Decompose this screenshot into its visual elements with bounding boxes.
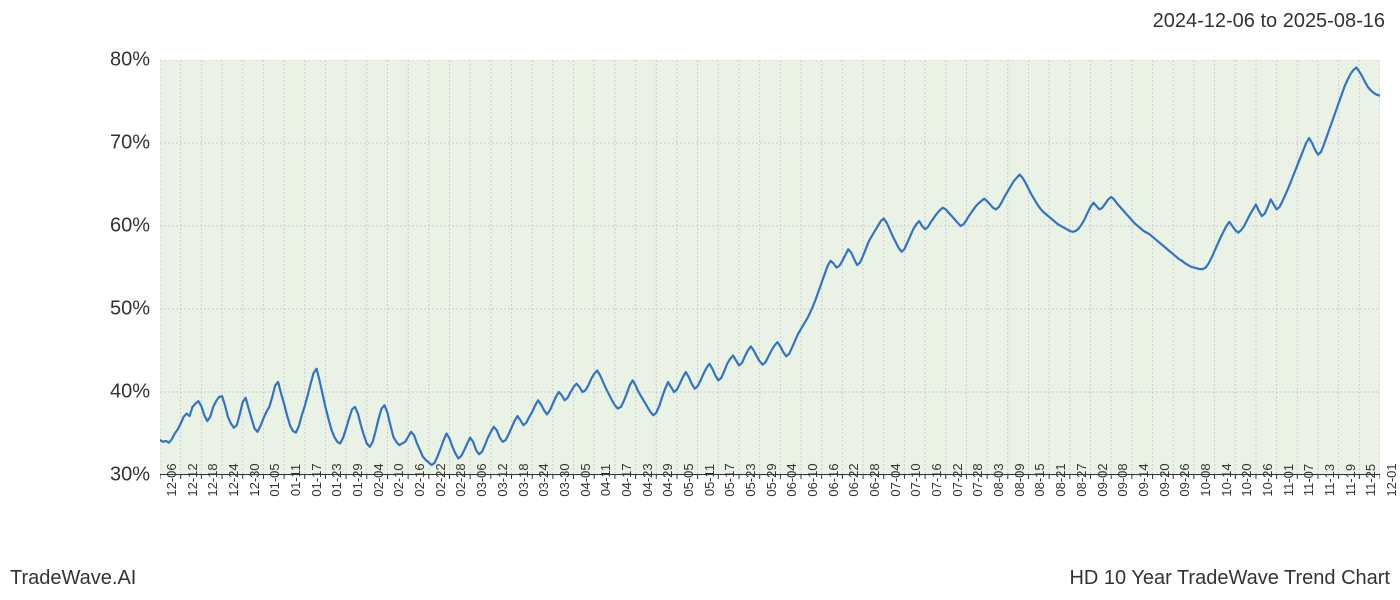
- x-tick-label: 04-29: [660, 463, 675, 496]
- footer-title: HD 10 Year TradeWave Trend Chart: [1069, 567, 1390, 590]
- x-tick-label: 01-11: [288, 464, 303, 496]
- x-tick-label: 12-30: [247, 463, 262, 496]
- x-tick-label: 08-21: [1053, 463, 1068, 496]
- x-tick-label: 06-28: [867, 463, 882, 496]
- x-tick-label: 04-17: [619, 463, 634, 496]
- x-tick-label: 02-10: [391, 463, 406, 496]
- x-tick-label: 01-05: [267, 463, 282, 496]
- x-tick-label: 09-20: [1157, 463, 1172, 496]
- x-tick-label: 10-08: [1198, 463, 1213, 496]
- x-tick-label: 02-28: [453, 463, 468, 496]
- x-tick-label: 05-05: [681, 463, 696, 496]
- date-range-label: 2024-12-06 to 2025-08-16: [1153, 10, 1385, 33]
- x-tick-label: 06-22: [846, 463, 861, 496]
- y-tick-label: 80%: [110, 49, 150, 72]
- x-tick-label: 07-16: [929, 463, 944, 496]
- x-tick-label: 03-24: [536, 463, 551, 496]
- x-tick-label: 08-09: [1012, 463, 1027, 496]
- x-tick-label: 12-01: [1384, 463, 1399, 496]
- x-tick-label: 01-29: [350, 463, 365, 496]
- x-tick-label: 03-12: [495, 463, 510, 496]
- footer-brand: TradeWave.AI: [10, 567, 136, 590]
- x-tick-label: 08-03: [991, 463, 1006, 496]
- x-tick-label: 05-23: [743, 463, 758, 496]
- x-tick-label: 10-14: [1219, 463, 1234, 496]
- x-tick-label: 10-26: [1260, 463, 1275, 496]
- x-tick-label: 12-12: [185, 463, 200, 496]
- x-tick-label: 10-20: [1239, 463, 1254, 496]
- y-tick-label: 40%: [110, 381, 150, 404]
- x-tick-label: 02-04: [371, 463, 386, 496]
- trend-chart: [160, 60, 1380, 475]
- x-tick-label: 09-02: [1095, 463, 1110, 496]
- x-tick-label: 09-26: [1177, 463, 1192, 496]
- x-tick-label: 11-07: [1301, 464, 1316, 496]
- y-tick-label: 30%: [110, 464, 150, 487]
- x-tick-label: 02-16: [412, 463, 427, 496]
- x-tick-label: 09-14: [1136, 463, 1151, 496]
- y-tick-label: 60%: [110, 215, 150, 238]
- x-tick-label: 11-01: [1281, 464, 1296, 496]
- x-tick-label: 04-11: [598, 464, 613, 496]
- x-tick-label: 05-17: [722, 463, 737, 496]
- x-tick-label: 03-18: [516, 463, 531, 496]
- x-tick-label: 04-23: [640, 463, 655, 496]
- x-tick-label: 06-04: [784, 463, 799, 496]
- x-tick-label: 07-22: [950, 463, 965, 496]
- x-tick-label: 07-10: [908, 463, 923, 496]
- x-tick-label: 07-28: [970, 463, 985, 496]
- x-tick-label: 01-17: [309, 463, 324, 496]
- y-tick-label: 70%: [110, 132, 150, 155]
- x-tick-label: 04-05: [578, 463, 593, 496]
- x-tick-label: 12-18: [205, 463, 220, 496]
- x-tick-label: 03-30: [557, 463, 572, 496]
- x-tick-label: 08-27: [1074, 463, 1089, 496]
- x-tick-label: 12-06: [164, 463, 179, 496]
- y-tick-label: 50%: [110, 298, 150, 321]
- x-tick-label: 11-13: [1322, 464, 1337, 496]
- x-tick-label: 11-25: [1363, 464, 1378, 496]
- x-tick-label: 06-16: [826, 463, 841, 496]
- x-tick-label: 09-08: [1115, 463, 1130, 496]
- x-tick-label: 07-04: [888, 463, 903, 496]
- x-tick-label: 08-15: [1032, 463, 1047, 496]
- x-tick-label: 11-19: [1343, 464, 1358, 496]
- x-tick-label: 03-06: [474, 463, 489, 496]
- x-tick-label: 02-22: [433, 463, 448, 496]
- x-tick-label: 12-24: [226, 463, 241, 496]
- x-tick-label: 05-11: [702, 464, 717, 496]
- x-tick-label: 06-10: [805, 463, 820, 496]
- x-tick-label: 05-29: [764, 463, 779, 496]
- x-tick-label: 01-23: [329, 463, 344, 496]
